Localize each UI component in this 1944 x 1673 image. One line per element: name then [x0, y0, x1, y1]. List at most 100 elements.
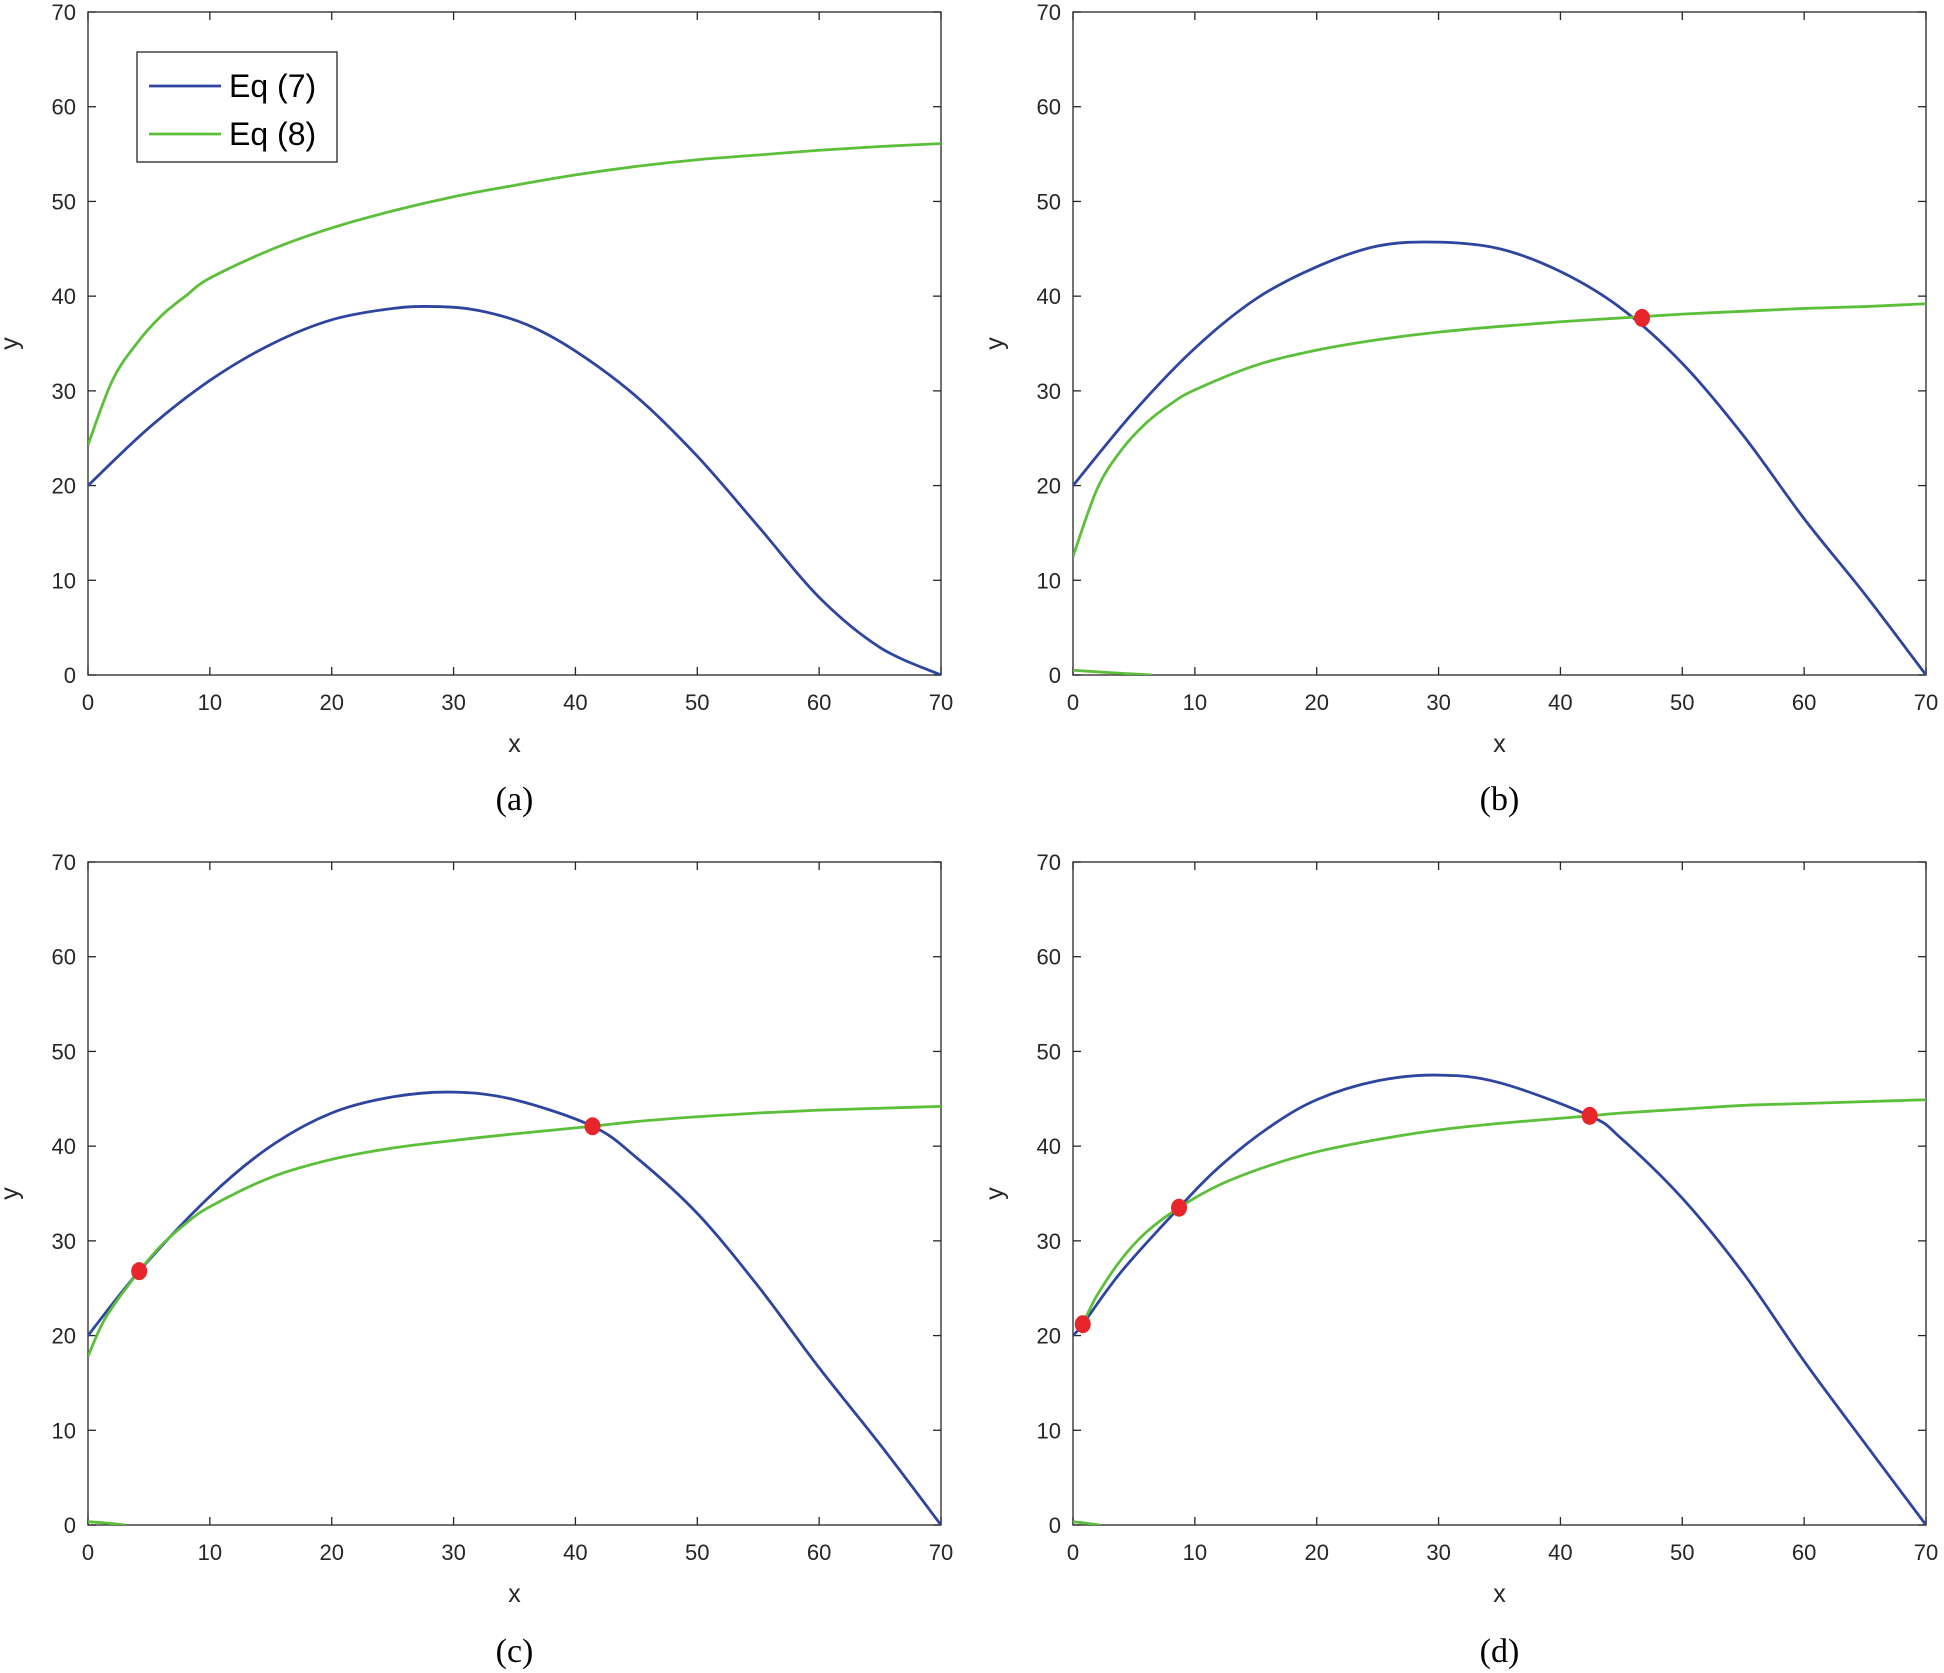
y-tick-label: 10: [1037, 568, 1061, 593]
y-axis-label: y: [981, 1187, 1009, 1200]
series-line-eq7: [88, 1090, 941, 1525]
x-tick-label: 60: [1792, 1540, 1816, 1565]
y-tick-label: 50: [1037, 1039, 1061, 1064]
intersection-point: [1074, 1315, 1091, 1334]
axes-box: [1072, 861, 1927, 1526]
x-tick-label: 10: [198, 1540, 222, 1565]
chart-panel-a: 010203040506070010203040506070xyEq (7)Eq…: [0, 0, 953, 818]
x-tick-label: 70: [1914, 1540, 1938, 1565]
x-tick-label: 30: [1426, 690, 1450, 715]
x-tick-label: 10: [198, 690, 222, 715]
y-axis-label: y: [0, 337, 24, 350]
y-tick-label: 20: [52, 1324, 76, 1349]
y-tick-label: 30: [1037, 1229, 1061, 1254]
x-tick-label: 0: [82, 1540, 94, 1565]
y-tick-label: 30: [1037, 379, 1061, 404]
y-tick-label: 50: [52, 189, 76, 214]
series-segment-eq8: [1073, 668, 1153, 675]
panel-caption: (c): [496, 1633, 534, 1670]
chart-panel-c: 0 10 20 30 40 50 60 70 0 10 20 30 40 50 60 70 x y (c): [0, 850, 953, 1670]
y-tick-label: 60: [52, 95, 76, 120]
y-tick-label: 70: [52, 850, 76, 875]
y-tick-label: 70: [52, 0, 76, 25]
y-tick-label: 0: [1049, 1513, 1061, 1538]
panel-caption: (b): [1480, 781, 1520, 818]
x-tick-label: 0: [1067, 1540, 1079, 1565]
x-tick-label: 60: [1792, 690, 1816, 715]
y-tick-label: 0: [1049, 663, 1061, 688]
axes-box: [1072, 11, 1927, 676]
intersection-point: [131, 1262, 148, 1281]
x-tick-label: 60: [807, 1540, 831, 1565]
series-line-eq8: [88, 1104, 941, 1357]
legend-entry: Eq (8): [229, 116, 316, 152]
legend: Eq (7) Eq (8): [136, 51, 338, 163]
series-line-eq7: [1073, 240, 1926, 675]
y-tick-label: 40: [1037, 284, 1061, 309]
series-segment-eq8: [1073, 1520, 1100, 1525]
series-line-eq8: [1081, 1098, 1926, 1325]
x-tick-label: 20: [319, 1540, 343, 1565]
y-tick-label: 20: [1037, 1324, 1061, 1349]
y-tick-label: 10: [52, 1418, 76, 1443]
y-tick-label: 20: [1037, 474, 1061, 499]
x-tick-label: 70: [1914, 690, 1938, 715]
y-tick-label: 40: [52, 284, 76, 309]
x-tick-label: 50: [1670, 1540, 1694, 1565]
y-tick-label: 10: [1037, 1418, 1061, 1443]
x-tick-label: 40: [1548, 1540, 1572, 1565]
x-tick-label: 70: [929, 1540, 953, 1565]
x-tick-label: 50: [685, 690, 709, 715]
x-tick-label: 40: [563, 1540, 587, 1565]
intersection-point: [1634, 308, 1651, 327]
x-tick-label: 30: [441, 690, 465, 715]
intersection-point: [584, 1117, 601, 1136]
y-tick-label: 60: [52, 945, 76, 970]
y-tick-label: 50: [52, 1039, 76, 1064]
y-tick-label: 60: [1037, 95, 1061, 120]
x-tick-label: 10: [1183, 690, 1207, 715]
axes-box: [87, 11, 942, 676]
series-line-eq8: [88, 142, 941, 446]
y-axis-label: y: [981, 337, 1009, 350]
x-tick-label: 30: [441, 1540, 465, 1565]
x-tick-label: 20: [319, 690, 343, 715]
y-tick-label: 30: [52, 1229, 76, 1254]
y-tick-label: 10: [52, 568, 76, 593]
x-axis-label: x: [1493, 1580, 1506, 1608]
y-tick-label: 70: [1037, 0, 1061, 25]
x-tick-label: 40: [563, 690, 587, 715]
legend-box: [136, 51, 338, 163]
x-tick-label: 50: [685, 1540, 709, 1565]
chart-panel-d: 0 10 20 30 40 50 60 70 0 10 20 30 40 50 60 70 x y (d): [981, 850, 1938, 1670]
x-axis-label: x: [508, 1580, 521, 1608]
x-tick-label: 30: [1426, 1540, 1450, 1565]
series-line-eq7: [88, 305, 941, 675]
x-axis-label: x: [1493, 730, 1506, 758]
y-tick-label: 0: [64, 663, 76, 688]
y-axis-label: y: [0, 1187, 24, 1200]
y-tick-label: 60: [1037, 945, 1061, 970]
series-line-eq8: [1073, 302, 1926, 558]
y-tick-label: 70: [1037, 850, 1061, 875]
y-tick-label: 0: [64, 1513, 76, 1538]
legend-entry: Eq (7): [229, 68, 316, 104]
y-tick-label: 40: [52, 1134, 76, 1159]
series-segment-eq8: [88, 1520, 126, 1525]
x-tick-label: 50: [1670, 690, 1694, 715]
x-tick-label: 0: [82, 690, 94, 715]
intersection-point: [1171, 1198, 1188, 1217]
intersection-point: [1581, 1106, 1598, 1125]
y-tick-label: 30: [52, 379, 76, 404]
x-tick-label: 70: [929, 690, 953, 715]
x-tick-label: 0: [1067, 690, 1079, 715]
y-tick-label: 20: [52, 474, 76, 499]
chart-panel-b: 0 10 20 30 40 50 60 70 0 10 20 30 40 50 60 70 x y (b): [981, 0, 1938, 818]
x-tick-label: 40: [1548, 690, 1572, 715]
x-axis-label: x: [508, 730, 521, 758]
series-line-eq7: [1073, 1073, 1926, 1525]
x-tick-label: 60: [807, 690, 831, 715]
x-tick-label: 10: [1183, 1540, 1207, 1565]
panel-caption: (d): [1480, 1633, 1520, 1670]
